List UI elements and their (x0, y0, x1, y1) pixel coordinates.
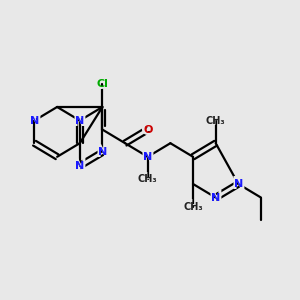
Text: CH₃: CH₃ (183, 202, 203, 212)
Text: N: N (209, 189, 223, 207)
Text: O: O (143, 124, 152, 135)
Text: CH₃: CH₃ (200, 113, 231, 128)
Text: CH₃: CH₃ (138, 174, 158, 184)
Text: CH₃: CH₃ (206, 116, 226, 126)
Text: N: N (231, 175, 245, 193)
Text: CH₃: CH₃ (178, 199, 208, 214)
Text: N: N (143, 152, 152, 162)
Text: N: N (75, 116, 84, 126)
Text: CH₃: CH₃ (132, 172, 163, 187)
Text: Cl: Cl (94, 75, 111, 93)
Text: Cl: Cl (97, 79, 108, 89)
Text: N: N (75, 161, 84, 171)
Text: N: N (98, 147, 107, 157)
Text: N: N (95, 143, 110, 161)
Text: N: N (30, 116, 39, 126)
Text: O: O (141, 121, 155, 139)
Text: N: N (73, 112, 87, 130)
Text: N: N (28, 112, 41, 130)
Text: N: N (211, 193, 220, 202)
Text: N: N (234, 179, 243, 189)
Text: N: N (141, 148, 155, 166)
Text: N: N (73, 157, 87, 175)
